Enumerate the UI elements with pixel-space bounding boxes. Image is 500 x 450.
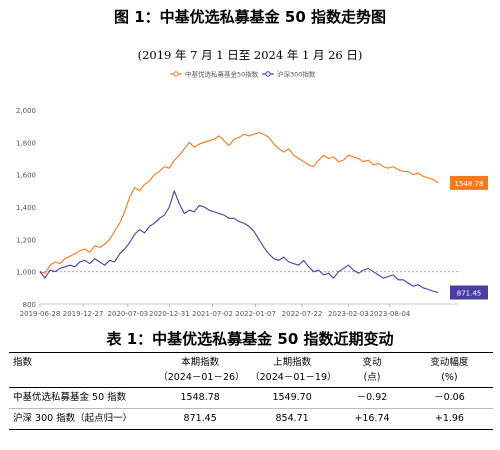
hs300-end-label: 871.45 — [457, 290, 482, 298]
table-row: 沪深 300 指数（起点归一） 871.45 854.71 +16.74 +1.… — [9, 408, 493, 430]
legend-marker — [173, 71, 179, 77]
header-index: 指数 — [13, 357, 33, 368]
legend-marker — [265, 71, 271, 77]
fund-end-label-box — [450, 175, 488, 190]
chart-legend: 中基优选私募基金50指数 沪深300指数 — [170, 70, 316, 79]
cell-change-pct: －0.06 — [434, 392, 465, 403]
index-line-chart: 中基优选私募基金50指数 沪深300指数 800 1,000 1,200 1,400 1,… — [16, 70, 488, 318]
series-layer — [39, 132, 439, 294]
y-tick-label: 1,400 — [16, 204, 36, 212]
end-labels: 1548.78 871.45 — [450, 175, 488, 300]
header-change: 变动 (点) — [362, 357, 382, 383]
x-tick-label: 2022-01-07 — [235, 310, 276, 318]
fund-index-line — [39, 132, 439, 274]
cell-change: －0.92 — [356, 392, 388, 403]
cell-name: 中基优选私募基金 50 指数 — [13, 392, 127, 403]
cell-previous: 854.71 — [246, 408, 339, 430]
cell-change: +16.74 — [338, 408, 406, 430]
y-tick-label: 1,000 — [16, 269, 36, 277]
axes: 800 1,000 1,200 1,400 1,600 1,800 2,000 2019-06… — [16, 107, 458, 318]
cell-name: 沪深 300 指数（起点归一） — [9, 408, 155, 430]
x-tick-label: 2019-06-28 — [20, 310, 61, 318]
x-tick-label: 2022-07-22 — [282, 310, 323, 318]
change-table: 指数 本期指数 （2024－01－26） 上期指数 （2024－01－19） 变动(… — [9, 352, 493, 430]
cell-current: 871.45 — [154, 408, 247, 430]
x-tick-label: 2023-02-03 — [328, 310, 369, 318]
x-tick-label: 2020-12-31 — [149, 310, 190, 318]
table-title: 表 1：中基优选私募基金 50 指数近期变动 — [106, 330, 394, 348]
cell-previous: 1549.70 — [272, 392, 312, 403]
header-change-pct: 变动幅度 (%) — [430, 357, 469, 383]
fund-end-label: 1548.78 — [455, 180, 484, 188]
y-tick-label: 1,200 — [16, 236, 36, 244]
table-header-row: 指数 本期指数 （2024－01－26） 上期指数 （2024－01－19） 变动(… — [9, 352, 493, 388]
cell-current: 1548.78 — [180, 392, 220, 403]
legend-label: 中基优选私募基金50指数 — [185, 70, 259, 79]
cell-change-pct: +1.96 — [405, 408, 493, 430]
x-tick-label: 2019-12-27 — [63, 310, 104, 318]
legend-label: 沪深300指数 — [277, 70, 316, 79]
y-tick-label: 800 — [23, 301, 36, 309]
x-tick-label: 2023-08-04 — [370, 310, 411, 318]
figure-subtitle: (2019 年 7 月 1 日至 2024 年 1 月 26 日) — [137, 48, 363, 62]
header-previous: 上期指数 （2024－01－19） — [250, 357, 337, 383]
header-current: 本期指数 （2024－01－26） — [158, 357, 245, 383]
y-tick-label: 1,600 — [16, 172, 36, 180]
hs300-end-label-box — [450, 285, 488, 300]
table-row: 中基优选私募基金 50 指数 1548.78 1549.70 －0.92 －0.… — [9, 388, 493, 409]
x-tick-label: 2021-07-02 — [192, 310, 233, 318]
x-tick-label: 2020-07-03 — [108, 310, 149, 318]
figure-title: 图 1：中基优选私募基金 50 指数走势图 — [114, 8, 386, 26]
hs300-index-line — [39, 190, 439, 294]
y-tick-label: 2,000 — [16, 107, 36, 115]
y-tick-label: 1,800 — [16, 139, 36, 147]
